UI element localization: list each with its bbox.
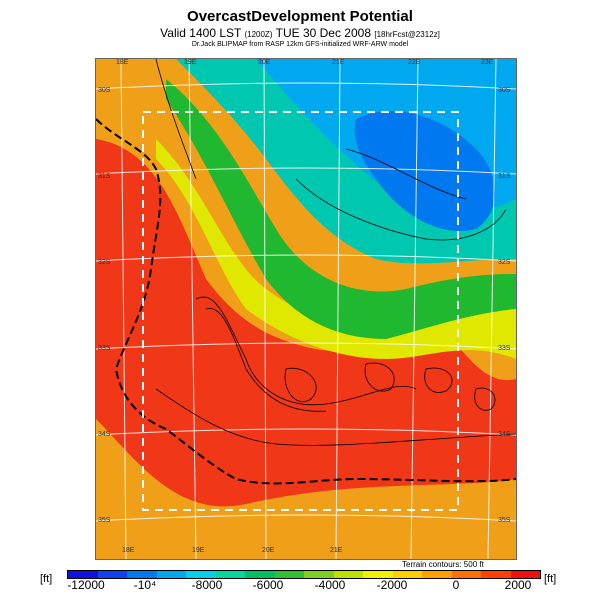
- axis-label-right: 33S: [498, 345, 511, 352]
- grid-line-lat-33s: [95, 342, 517, 350]
- colorbar-tick: 2000: [504, 578, 532, 592]
- axis-label-right: 32S: [498, 259, 511, 266]
- axis-label-top: 19E: [184, 59, 197, 66]
- colorbar-segment: [481, 571, 511, 578]
- colorbar-tick: 0: [452, 578, 460, 592]
- colorbar-segment: [186, 571, 216, 578]
- colorbar-tick: -2000: [376, 578, 408, 592]
- colorbar-tick: -8000: [191, 578, 223, 592]
- grid-line-lat-35s: [95, 514, 517, 522]
- grid-line-lon-20e: [263, 58, 267, 560]
- grid-line-lon-22e: [410, 58, 419, 560]
- axis-label-top: 20E: [258, 59, 271, 66]
- colorbar-segment: [274, 571, 304, 578]
- colorbar-tick: -4000: [314, 578, 346, 592]
- colorbar-segment: [304, 571, 334, 578]
- map-title: OvercastDevelopment Potential: [187, 8, 413, 25]
- domain-boundary: [142, 111, 459, 511]
- axis-label-right: 31S: [498, 173, 511, 180]
- axis-label-top: 18E: [116, 59, 129, 66]
- valid-time-line: Valid 1400 LST (1200Z) TUE 30 Dec 2008 […: [0, 26, 600, 40]
- colorbar-tick: -10⁴: [133, 578, 157, 592]
- colorbar-tick: -6000: [252, 578, 284, 592]
- terrain-contour: [424, 367, 453, 393]
- terrain-contour: [155, 58, 197, 180]
- forecast-map: 18E 19E 20E 21E 22E 23E 18E 19E 20E 21E …: [95, 58, 517, 560]
- axis-label-top: 23E: [481, 59, 494, 66]
- terrain-contours-note: Terrain contours: 500 ft: [402, 560, 484, 569]
- terrain-contour: [284, 367, 317, 402]
- axis-label-left: 35S: [98, 517, 111, 524]
- colorbar-segment: [156, 571, 186, 578]
- grid-line-lon-23e: [487, 58, 497, 560]
- axis-label-left: 34S: [98, 431, 111, 438]
- valid-code: (1200Z): [244, 30, 273, 39]
- axis-label-bottom: 19E: [192, 547, 205, 554]
- axis-label-bottom: 18E: [122, 547, 135, 554]
- terrain-contours: [155, 58, 517, 446]
- valid-fcst: [18hrFcst@2312z]: [374, 30, 440, 39]
- colorbar-tick: -12000: [67, 578, 105, 592]
- terrain-contour: [345, 148, 467, 200]
- terrain-contour: [195, 296, 417, 406]
- colorbar-segment: [363, 571, 393, 578]
- region-green: [166, 79, 516, 339]
- axis-label-top: 22E: [408, 59, 421, 66]
- terrain-contour: [295, 178, 507, 241]
- axis-label-right: 30S: [498, 87, 511, 94]
- colorbar-segment: [451, 571, 481, 578]
- colorbar-segment: [422, 571, 452, 578]
- terrain-contour: [364, 362, 395, 392]
- grid-line-lat-30s: [95, 82, 517, 90]
- colorbar-segment: [333, 571, 363, 578]
- colorbar-segment: [510, 571, 540, 578]
- axis-label-bottom: 21E: [330, 547, 343, 554]
- colorbar: [67, 570, 541, 579]
- colorbar-segment: [392, 571, 422, 578]
- axis-label-left: 30S: [98, 87, 111, 94]
- colorbar-unit-right: [ft]: [544, 573, 557, 585]
- axis-label-bottom: 20E: [262, 547, 275, 554]
- colorbar-segment: [127, 571, 157, 578]
- grid-line-lat-31s: [95, 167, 517, 175]
- region-blue: [354, 110, 495, 231]
- terrain-contour: [205, 307, 327, 412]
- region-yellow: [156, 139, 516, 359]
- axis-label-left: 33S: [98, 345, 111, 352]
- grid-line-lon-19e: [188, 58, 197, 560]
- colorbar-segment: [245, 571, 275, 578]
- axis-label-left: 32S: [98, 259, 111, 266]
- region-red: [96, 139, 516, 507]
- grid-line-lon-21e: [335, 58, 341, 560]
- axis-label-right: 34S: [498, 431, 511, 438]
- map-svg: [95, 58, 517, 560]
- terrain-contour: [474, 387, 496, 411]
- colorbar-segment: [215, 571, 245, 578]
- colorbar-unit-left: [ft]: [40, 573, 53, 585]
- grid-line-lon-18e: [120, 58, 127, 560]
- axis-label-right: 35S: [498, 517, 511, 524]
- map-subtitle: Dr.Jack BLIPMAP from RASP 12km GFS-initi…: [191, 41, 409, 48]
- colorbar-segment: [97, 571, 127, 578]
- map-grid: [95, 58, 517, 560]
- axis-label-left: 31S: [98, 173, 111, 180]
- terrain-contour: [155, 388, 517, 446]
- valid-date: TUE 30 Dec 2008: [275, 26, 371, 40]
- axis-label-top: 21E: [332, 59, 345, 66]
- valid-main: Valid 1400 LST: [160, 26, 242, 40]
- colorbar-segment: [68, 571, 98, 578]
- grid-line-lat-34s: [95, 428, 517, 436]
